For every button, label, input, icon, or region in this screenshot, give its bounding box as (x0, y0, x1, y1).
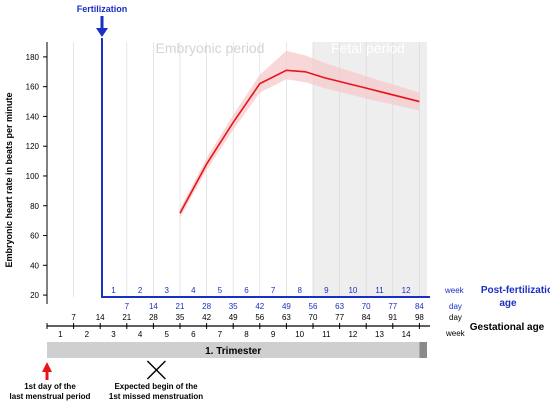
ga-day-label: 35 (176, 313, 185, 322)
pf-week-label: 12 (402, 286, 411, 295)
ga-day-label: 49 (229, 313, 238, 322)
pf-day-unit: day (449, 302, 462, 311)
pf-week-label: 3 (164, 286, 169, 295)
y-tick-label: 160 (26, 83, 40, 92)
pf-day-label: 70 (362, 302, 371, 311)
fetal-period-label: Fetal period (331, 40, 405, 56)
embryonic-period-label: Embryonic period (156, 40, 265, 56)
y-tick-label: 120 (26, 142, 40, 151)
pf-day-label: 63 (335, 302, 344, 311)
y-tick-label: 180 (26, 53, 40, 62)
ga-day-label: 42 (202, 313, 211, 322)
heart-rate-range-band (180, 50, 420, 218)
trimester-bar-end (419, 342, 427, 358)
pf-day-label: 28 (202, 302, 211, 311)
ga-day-unit: day (449, 313, 462, 322)
pf-day-label: 49 (282, 302, 291, 311)
pf-day-label: 77 (388, 302, 397, 311)
missed-menstruation-line1: Expected begin of the (114, 382, 198, 391)
ga-day-label: 21 (122, 313, 131, 322)
y-tick-label: 80 (30, 202, 39, 211)
ga-week-label: 13 (375, 330, 384, 339)
ga-week-label: 11 (322, 330, 331, 339)
y-tick-label: 60 (30, 232, 39, 241)
y-tick-label: 100 (26, 172, 40, 181)
ga-day-label: 7 (71, 313, 76, 322)
trimester-label: 1. Trimester (205, 346, 261, 357)
y-tick-label: 140 (26, 112, 40, 121)
pf-week-label: 9 (324, 286, 329, 295)
post-fertilization-week-labels: 1 2 3 4 5 6 7 8 9 10 11 12 (111, 286, 411, 295)
pf-week-label: 6 (244, 286, 249, 295)
trimester-bar (47, 342, 420, 358)
data-points (179, 70, 420, 214)
cross-stroke (146, 360, 166, 380)
ga-day-label: 28 (149, 313, 158, 322)
ga-week-label: 5 (164, 330, 169, 339)
pf-week-label: 5 (218, 286, 223, 295)
gestational-week-labels: 1 2 3 4 5 6 7 8 9 10 11 12 13 14 (58, 330, 411, 339)
ga-week-label: 7 (218, 330, 223, 339)
gestational-ticks (46, 323, 420, 329)
pf-week-label: 1 (111, 286, 116, 295)
pf-day-label: 35 (229, 302, 238, 311)
pf-week-label: 2 (138, 286, 143, 295)
pf-week-unit: week (444, 286, 465, 295)
ga-day-label: 77 (335, 313, 344, 322)
pf-day-label: 42 (255, 302, 264, 311)
ga-day-label: 63 (282, 313, 291, 322)
pf-week-label: 4 (191, 286, 196, 295)
ga-day-label: 56 (255, 313, 264, 322)
pf-day-label: 56 (309, 302, 318, 311)
y-axis-label: Embryonic heart rate in beats per minute (4, 92, 14, 267)
ga-week-label: 10 (295, 330, 304, 339)
fertilization-arrow-icon (96, 16, 108, 37)
ga-day-label: 84 (362, 313, 371, 322)
pf-week-label: 11 (375, 286, 384, 295)
ga-week-label: 3 (111, 330, 116, 339)
pf-week-label: 10 (348, 286, 357, 295)
pf-day-label: 7 (125, 302, 130, 311)
ga-week-label: 8 (244, 330, 249, 339)
ga-day-label: 14 (96, 313, 105, 322)
ga-day-label: 70 (309, 313, 318, 322)
ga-week-label: 12 (348, 330, 357, 339)
ga-week-unit: week (445, 329, 466, 338)
y-tick-label: 40 (30, 261, 39, 270)
gestational-age-label: Gestational age (470, 322, 545, 333)
pf-week-label: 7 (271, 286, 276, 295)
pf-day-label: 84 (415, 302, 424, 311)
pf-day-label: 21 (176, 302, 185, 311)
ga-week-label: 14 (402, 330, 411, 339)
missed-menstruation-line2: 1st missed menstruation (109, 392, 203, 401)
lmp-label-line2: last menstrual period (10, 392, 91, 401)
ga-week-label: 6 (191, 330, 196, 339)
lmp-arrow-icon (42, 362, 52, 380)
ga-week-label: 4 (138, 330, 143, 339)
pf-day-label: 14 (149, 302, 158, 311)
ga-week-label: 2 (85, 330, 90, 339)
ga-day-label: 98 (415, 313, 424, 322)
ga-week-label: 1 (58, 330, 63, 339)
y-tick-label: 20 (30, 291, 39, 300)
ga-week-label: 9 (271, 330, 276, 339)
ga-day-label: 91 (388, 313, 397, 322)
y-ticks: 20 40 60 80 100 120 140 160 180 (26, 53, 47, 300)
post-fertilization-day-labels: 7 14 21 28 35 42 49 56 63 70 77 84 (125, 302, 425, 311)
post-fertilization-label-1: Post-fertilization (481, 285, 550, 296)
gestational-day-labels: 7 14 21 28 35 42 49 56 63 70 77 84 91 98 (71, 313, 424, 322)
missed-menstruation-cross-icon (146, 360, 166, 380)
post-fertilization-label-2: age (499, 298, 517, 309)
pf-week-label: 8 (297, 286, 302, 295)
lmp-label-line1: 1st day of the (24, 382, 76, 391)
fertilization-label: Fertilization (77, 4, 128, 14)
